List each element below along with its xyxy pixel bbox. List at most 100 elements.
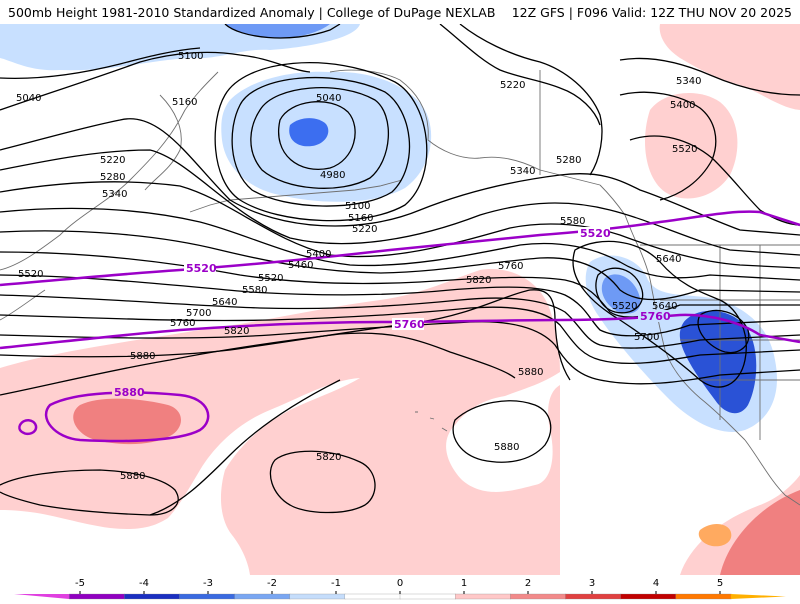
highlight-label-5520: 5520 [186,262,217,275]
contour-label: 5760 [170,318,195,329]
contour-label: 5280 [100,172,125,183]
contour-label: 5160 [172,97,197,108]
contour-5220-alaska [439,24,601,126]
contour-label: 5880 [518,367,543,378]
contour-label: 5340 [510,166,535,177]
state-borders [660,245,800,440]
positive-anomaly-northeast-area [659,24,800,110]
negative-anomaly-bering-core [289,118,329,147]
contour-label: 5100 [345,201,370,212]
colorbar-swatch [234,593,291,600]
highlight-label-5760-east: 5760 [640,310,671,323]
model-run-info: 12Z GFS | F096 Valid: 12Z THU NOV 20 202… [511,5,792,20]
contour-label: 5220 [500,80,525,91]
contour-5460 [0,230,800,301]
contour-5880-main [0,332,516,396]
colorbar-tick-label: 1 [461,578,467,589]
contour-4980 [278,101,356,170]
contour-5280 [0,149,800,256]
positive-anomaly-southeast-core [720,490,800,575]
contour-label: 5520 [672,144,697,155]
contour-5700 [0,306,800,365]
anomaly-map: 5100 5040 5160 5040 4980 5100 5160 5220 … [0,24,800,575]
colorbar-tick-label: 0 [397,578,403,589]
colorbar-tick-label: -3 [203,578,213,589]
colorbar-swatch [14,594,70,599]
contour-label: 5040 [16,93,41,104]
contour-label: 5700 [634,332,659,343]
chart-header: 500mb Height 1981-2010 Standardized Anom… [0,0,800,24]
contour-5040-nw [0,47,201,80]
contour-5100-low [231,76,411,207]
positive-anomaly-southeast-orange [698,524,732,547]
colorbar-tick-label: 2 [525,578,531,589]
colorbar-swatch [68,593,125,600]
kamchatka-coast [144,94,182,191]
contour-label: 5040 [316,93,341,104]
colorbar-swatches [14,593,786,600]
contour-5640 [0,294,800,349]
colorbar-canvas: -5 -4 -3 -2 -1 0 1 2 3 4 5 [14,578,786,600]
colorbar-tick-label: -1 [331,578,341,589]
highlight-labels: 5520 5760 5880 5520 5760 [112,227,671,399]
positive-anomaly-subtropical-ridge [0,269,560,575]
contour-label: 5640 [212,297,237,308]
contour-5160-low [214,62,428,222]
contour-5640-trough [697,309,750,354]
colorbar-ticks: -5 -4 -3 -2 -1 0 1 2 3 4 5 [75,578,723,594]
contour-label: 5160 [348,213,373,224]
asia-coastline [0,71,219,271]
colorbar-swatch [344,593,401,600]
positive-anomaly-subtropical-ridge-core [73,398,182,445]
contour-label: 5280 [556,155,581,166]
contour-5520-ne [629,135,800,226]
colorbar-tick-label: -5 [75,578,85,589]
negative-anomaly-westcoast-mid [601,274,641,314]
japan-coast [0,289,46,321]
purple-5880-small [18,419,38,435]
anomaly-colorbar: -5 -4 -3 -2 -1 0 1 2 3 4 5 [0,575,800,600]
colorbar-swatch [399,593,456,600]
contour-5100-nw [0,51,311,111]
contour-5040-low [250,87,389,189]
colorbar-tick-label: -2 [267,578,277,589]
highlight-label-5760: 5760 [394,318,425,331]
contour-label: 5400 [306,249,331,260]
purple-5760-line [0,313,800,350]
contour-label: 5820 [466,275,491,286]
map-title: 500mb Height 1981-2010 Standardized Anom… [8,5,496,20]
contour-label: 5820 [316,452,341,463]
highlight-contours [0,210,800,443]
map-canvas: 5100 5040 5160 5040 4980 5100 5160 5220 … [0,24,800,575]
alaska-coast [329,69,601,186]
contour-5880-loop [149,379,341,516]
contour-label: 5460 [288,260,313,271]
contour-label: 5880 [130,351,155,362]
positive-anomaly-gulf-area [645,92,738,199]
contour-5580 [0,274,800,337]
contour-label: 5700 [186,308,211,319]
contour-5520 [0,251,800,318]
colorbar-swatch [454,593,511,600]
colorbar-tick-label: -4 [139,578,149,589]
contour-5880-south [0,469,179,516]
contour-5520-trough [595,267,644,314]
contour-5820-hawaii [269,450,376,514]
hawaii-islands [415,411,448,432]
highlight-label-5520-east: 5520 [580,227,611,240]
highlight-label-5880: 5880 [114,386,145,399]
contour-5340-ne [619,57,800,96]
contour-5220 [0,118,800,236]
contour-label: 5340 [676,76,701,87]
contour-5580-trough [572,240,747,388]
contour-5400-ne [619,91,717,201]
height-contours [0,24,800,516]
contour-label: 5640 [652,301,677,312]
colorbar-swatch [565,593,622,600]
purple-5520-line [0,210,800,287]
contour-5880-east [452,400,552,463]
contour-north-loop [224,24,341,39]
colorbar-swatch [620,593,677,600]
contour-label: 5880 [120,471,145,482]
contour-label: 5220 [100,155,125,166]
